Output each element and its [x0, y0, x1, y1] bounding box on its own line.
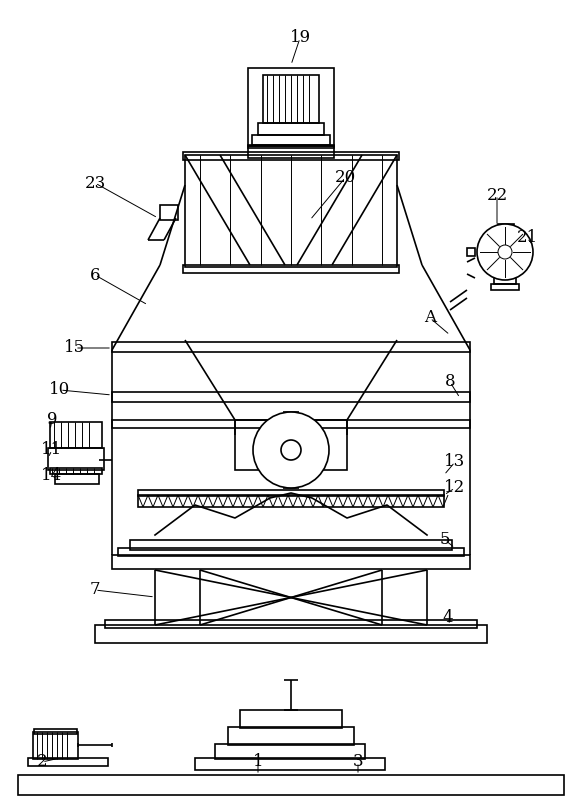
Text: 10: 10 — [49, 381, 70, 398]
Text: 20: 20 — [335, 169, 356, 187]
Bar — [491, 284, 519, 290]
Text: 21: 21 — [516, 230, 538, 247]
Circle shape — [498, 245, 512, 259]
Bar — [185, 155, 397, 267]
Bar — [195, 758, 385, 770]
Text: 7: 7 — [90, 581, 100, 599]
Bar — [495, 228, 517, 236]
Bar — [183, 152, 399, 160]
Bar — [50, 468, 102, 474]
Bar — [28, 758, 108, 766]
Text: 9: 9 — [47, 411, 57, 428]
Text: 4: 4 — [443, 610, 453, 627]
Text: 19: 19 — [289, 29, 311, 46]
Bar — [105, 620, 477, 628]
Text: 3: 3 — [353, 753, 363, 770]
Bar — [48, 448, 104, 470]
Bar — [467, 248, 475, 256]
Bar — [252, 135, 330, 145]
Bar — [112, 342, 470, 352]
Bar — [112, 392, 470, 402]
Text: 11: 11 — [41, 441, 63, 458]
Text: 1: 1 — [253, 753, 263, 770]
Bar — [95, 625, 487, 643]
Bar — [34, 729, 77, 734]
Circle shape — [477, 224, 533, 280]
Bar — [248, 145, 334, 148]
Text: 14: 14 — [41, 466, 63, 483]
Bar — [240, 710, 342, 728]
Text: 6: 6 — [90, 267, 100, 284]
Text: 12: 12 — [445, 479, 466, 496]
Text: 8: 8 — [445, 374, 455, 391]
Bar — [494, 276, 516, 284]
Bar — [263, 75, 319, 123]
Bar — [130, 540, 452, 550]
Bar — [33, 732, 78, 759]
Text: 5: 5 — [440, 531, 450, 548]
Bar — [235, 420, 347, 470]
Text: A: A — [424, 310, 436, 327]
Text: 13: 13 — [445, 453, 466, 470]
Bar — [258, 123, 324, 135]
Bar — [215, 744, 365, 759]
Bar — [498, 224, 514, 230]
Circle shape — [281, 440, 301, 460]
Bar — [248, 146, 334, 158]
Bar — [248, 68, 334, 146]
Bar — [228, 727, 354, 745]
Bar — [112, 555, 470, 569]
Bar — [138, 490, 444, 496]
Text: 2: 2 — [37, 753, 47, 770]
Bar — [50, 422, 102, 448]
Bar — [183, 265, 399, 273]
Bar — [118, 548, 464, 556]
Bar — [138, 495, 444, 507]
Text: 23: 23 — [84, 174, 105, 191]
Bar — [55, 474, 99, 484]
Bar — [18, 775, 564, 795]
Bar — [112, 420, 470, 428]
Bar — [160, 205, 178, 220]
Text: 22: 22 — [487, 187, 508, 204]
Text: 15: 15 — [65, 340, 86, 357]
Circle shape — [253, 412, 329, 488]
